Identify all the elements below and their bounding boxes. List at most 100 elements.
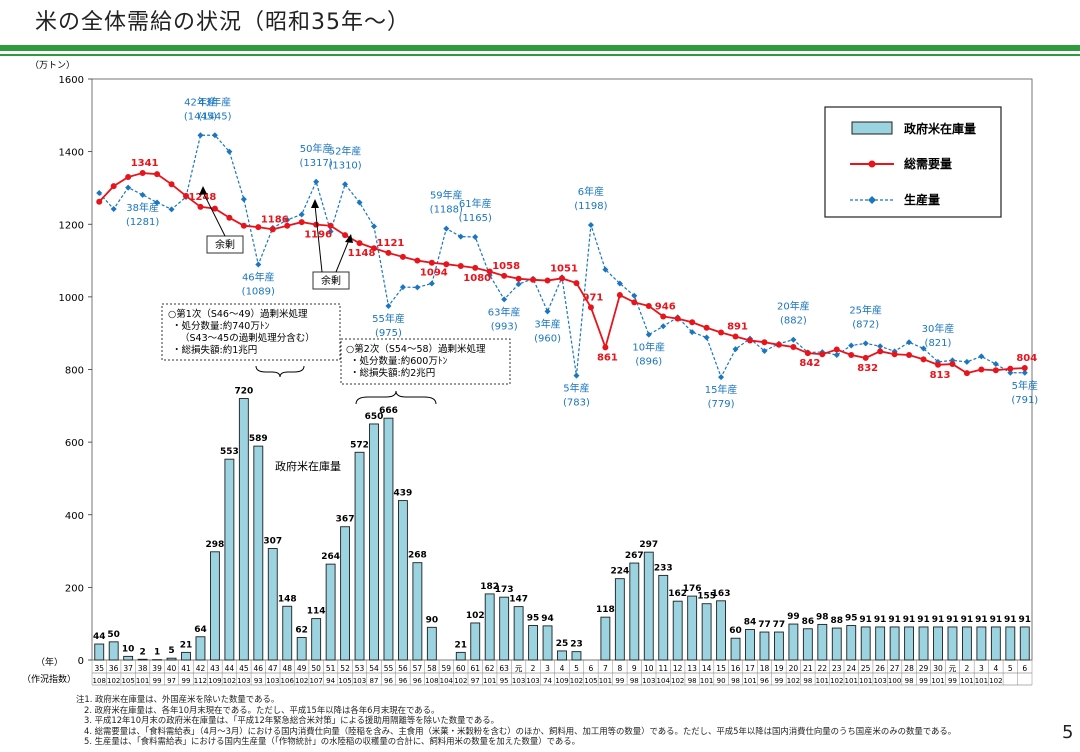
stock-bar xyxy=(513,606,524,661)
stock-bar xyxy=(166,657,177,661)
year-label: 44 xyxy=(225,664,235,673)
stock-bar xyxy=(340,526,351,661)
production-marker xyxy=(385,302,392,309)
year-label: 35 xyxy=(94,664,104,673)
stock-series-label: 政府米在庫量 xyxy=(275,459,341,473)
stock-bar xyxy=(528,625,539,661)
year-label: 39 xyxy=(152,664,162,673)
production-year-label: 43年産 xyxy=(199,95,232,108)
year-label: 56 xyxy=(398,664,408,673)
demand-marker xyxy=(891,351,898,358)
crop-index-label: 101 xyxy=(700,677,713,685)
stock-bar-value: 77 xyxy=(773,620,786,630)
crop-index-label: 104 xyxy=(440,677,454,685)
stock-bar-value: 62 xyxy=(295,625,308,635)
stock-bar xyxy=(961,626,972,661)
year-label: 27 xyxy=(890,664,900,673)
year-label: 41 xyxy=(181,664,191,673)
crop-index-label: 99 xyxy=(182,677,191,685)
crop-index-label: 101 xyxy=(975,677,988,685)
production-marker xyxy=(457,233,464,240)
surplus-arrowhead xyxy=(311,199,319,208)
year-label: 48 xyxy=(282,664,292,673)
stock-bar xyxy=(672,600,683,661)
demand-marker xyxy=(371,245,377,252)
year-label: 3 xyxy=(979,664,984,673)
year-label: 13 xyxy=(687,664,697,673)
crop-index-label: 112 xyxy=(194,677,207,685)
crop-index-label: 105 xyxy=(338,677,351,685)
demand-marker xyxy=(616,292,623,299)
production-marker xyxy=(703,334,710,341)
production-marker xyxy=(371,223,377,230)
year-label: 11 xyxy=(658,664,668,673)
demand-value-label: 891 xyxy=(727,321,748,332)
demand-marker xyxy=(645,302,652,309)
stock-bar xyxy=(267,548,278,661)
stock-bar-value: 173 xyxy=(495,585,514,595)
production-marker xyxy=(573,372,580,379)
demand-value-label: 832 xyxy=(857,363,878,374)
production-year-label: 6年産 xyxy=(578,185,604,198)
demand-value-label: 804 xyxy=(1016,353,1037,364)
production-marker xyxy=(226,148,233,155)
demand-marker xyxy=(96,198,103,205)
stock-bar xyxy=(875,626,886,661)
demand-marker xyxy=(775,341,782,348)
stock-bar xyxy=(614,578,625,661)
crop-index-label: 101 xyxy=(859,677,872,685)
stock-bar-value: 2 xyxy=(139,647,145,657)
crop-index-label: 94 xyxy=(326,677,335,685)
disposal-box-1 xyxy=(161,303,341,361)
stock-bar xyxy=(94,643,105,661)
demand-marker xyxy=(761,339,768,346)
year-label: 58 xyxy=(427,664,437,673)
y-tick-label: 400 xyxy=(65,511,84,522)
crop-index-label: 98 xyxy=(688,677,697,685)
year-label: 10 xyxy=(644,664,654,673)
production-value-label: (1445) xyxy=(198,111,231,122)
stock-bar-value: 77 xyxy=(758,620,771,630)
demand-marker xyxy=(587,304,594,311)
legend-label: 生産量 xyxy=(904,192,940,207)
stock-bar-value: 720 xyxy=(234,387,253,397)
year-label: 59 xyxy=(442,664,452,673)
crop-index-label: 103 xyxy=(266,677,279,685)
stock-bar-value: 114 xyxy=(307,607,326,617)
production-value-label: (872) xyxy=(852,319,879,330)
stock-bar xyxy=(730,637,741,661)
stock-bar xyxy=(643,551,654,661)
stock-bar xyxy=(209,551,220,661)
stock-bar-value: 88 xyxy=(831,616,844,626)
demand-marker xyxy=(255,224,262,231)
crop-index-label: 87 xyxy=(370,677,379,685)
production-year-label: 3年産 xyxy=(534,317,560,330)
crop-index-label: 102 xyxy=(295,677,308,685)
production-marker xyxy=(1021,369,1028,376)
production-marker xyxy=(327,228,334,235)
demand-marker xyxy=(313,221,320,228)
stock-bar-value: 182 xyxy=(480,582,499,592)
demand-marker xyxy=(963,370,970,377)
demand-marker xyxy=(747,337,753,344)
crop-index-label: 101 xyxy=(136,677,149,685)
stock-bar-value: 91 xyxy=(874,615,887,625)
production-marker xyxy=(96,190,103,197)
year-label: 8 xyxy=(617,664,622,673)
surplus-arrowhead xyxy=(199,186,207,195)
production-value-label: (821) xyxy=(925,338,952,349)
demand-marker xyxy=(804,350,811,357)
legend-frame xyxy=(824,106,1002,218)
stock-bar xyxy=(889,626,900,661)
production-value-label: (1281) xyxy=(126,217,159,228)
demand-marker xyxy=(356,240,363,247)
production-marker xyxy=(414,284,421,291)
production-marker xyxy=(848,342,855,349)
stock-bar xyxy=(687,595,698,661)
stock-bar-value: 91 xyxy=(859,615,872,625)
demand-marker xyxy=(342,232,349,239)
crop-index-label: 101 xyxy=(931,677,944,685)
production-marker xyxy=(255,261,262,268)
demand-marker xyxy=(848,351,855,358)
